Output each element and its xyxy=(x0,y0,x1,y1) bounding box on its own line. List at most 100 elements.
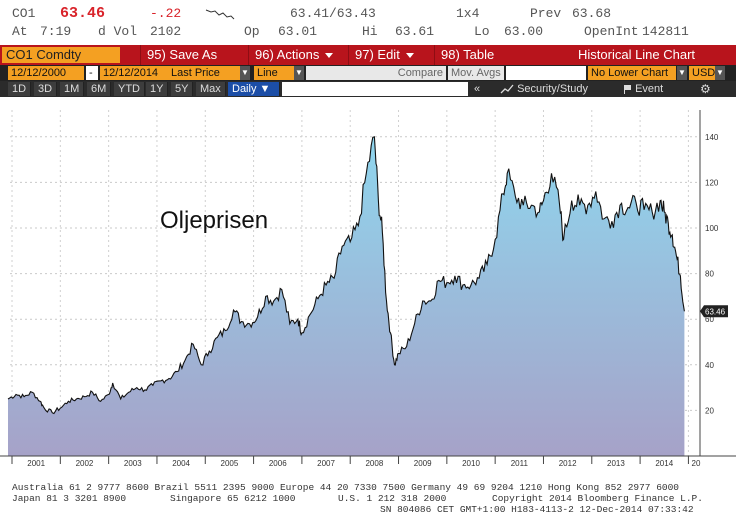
x-tick-label: 2014 xyxy=(655,459,673,467)
volume-value: 2102 xyxy=(150,24,182,39)
footer-copyright: Copyright 2014 Bloomberg Finance L.P. xyxy=(492,493,703,504)
save-as-label: 95) Save As xyxy=(147,47,218,62)
frequency-select[interactable]: Daily ▼ xyxy=(228,82,280,96)
security-input[interactable]: CO1 Comdty xyxy=(2,47,120,63)
x-tick-label: 2013 xyxy=(607,459,625,467)
x-tick-label: 2008 xyxy=(365,459,383,467)
y-tick-label: 40 xyxy=(705,361,714,370)
prev-value: 63.68 xyxy=(572,6,612,21)
ticker: CO1 xyxy=(12,6,36,21)
high-value: 63.61 xyxy=(395,24,435,39)
chart-type-dropdown-icon[interactable]: ▼ xyxy=(294,66,304,80)
x-tick-label: 2002 xyxy=(76,459,94,467)
security-study-button[interactable]: Security/Study xyxy=(500,82,588,96)
period-max[interactable]: Max xyxy=(196,82,226,96)
period-1d[interactable]: 1D xyxy=(8,82,32,96)
lower-chart-select[interactable]: No Lower Chart xyxy=(588,66,676,80)
sparkline-icon xyxy=(205,8,235,24)
event-button[interactable]: Event xyxy=(624,82,663,96)
mov-avgs-field[interactable]: Mov. Avgs xyxy=(448,66,504,80)
date-separator: - xyxy=(86,66,98,80)
chevron-down-icon xyxy=(325,53,334,59)
period-1m[interactable]: 1M xyxy=(60,82,85,96)
period-1y[interactable]: 1Y xyxy=(146,82,169,96)
lower-chart-dropdown-icon[interactable]: ▼ xyxy=(677,66,687,80)
low-value: 63.00 xyxy=(504,24,544,39)
field-dropdown-icon[interactable]: ▼ xyxy=(240,66,250,80)
footer-singapore: Singapore 65 6212 1000 xyxy=(170,493,296,504)
time-value: 7:19 xyxy=(40,24,72,39)
scroll-left-icon[interactable]: « xyxy=(474,83,481,95)
period-5y[interactable]: 5Y xyxy=(171,82,194,96)
actions-button[interactable]: 96) Actions xyxy=(248,45,342,65)
x-tick-label: 2006 xyxy=(269,459,287,467)
x-tick-label: 2005 xyxy=(221,459,239,467)
open-value: 63.01 xyxy=(278,24,318,39)
x-tick-label: 20 xyxy=(692,459,701,467)
page-title: Historical Line Chart xyxy=(578,47,696,62)
time-label: At xyxy=(12,24,28,39)
x-tick-label: 2010 xyxy=(462,459,480,467)
volume-label: d Vol xyxy=(98,24,138,39)
x-tick-label: 2004 xyxy=(172,459,190,467)
open-interest-value: 142811 xyxy=(642,24,689,39)
price-change: -.22 xyxy=(150,6,182,21)
y-axis: 20 40 60 80 100 120 140 xyxy=(699,110,719,456)
gear-icon[interactable]: ⚙ xyxy=(700,82,711,96)
period-3d[interactable]: 3D xyxy=(34,82,58,96)
field-select[interactable]: Last Price xyxy=(168,66,240,80)
open-label: Op xyxy=(244,24,260,39)
x-tick-label: 2007 xyxy=(317,459,335,467)
save-as-button[interactable]: 95) Save As xyxy=(140,45,244,65)
period-6m[interactable]: 6M xyxy=(87,82,112,96)
function-bar: CO1 Comdty 95) Save As 96) Actions 97) E… xyxy=(0,45,736,65)
table-button[interactable]: 98) Table xyxy=(434,45,514,65)
x-tick-label: 2011 xyxy=(511,459,529,467)
y-tick-label: 20 xyxy=(705,406,714,415)
prev-label: Prev xyxy=(530,6,562,21)
currency-dropdown-icon[interactable]: ▼ xyxy=(715,66,725,80)
trade-size: 1x4 xyxy=(456,6,480,21)
edit-button[interactable]: 97) Edit xyxy=(348,45,428,65)
y-tick-label: 140 xyxy=(705,133,719,142)
security-study-label: Security/Study xyxy=(517,83,588,95)
y-tick-label: 120 xyxy=(705,178,719,187)
y-tick-label: 80 xyxy=(705,270,714,279)
edit-label: 97) Edit xyxy=(355,47,400,62)
last-price-marker xyxy=(700,305,728,318)
chart-study-icon xyxy=(500,84,514,94)
start-date-input[interactable]: 12/12/2000 xyxy=(8,66,84,80)
x-axis: 2001 2002 2003 2004 2005 2006 2007 2008 2009 2010… xyxy=(0,455,736,467)
period-ytd[interactable]: YTD xyxy=(114,82,145,96)
price-line xyxy=(7,136,685,415)
last-price-label: 63.46 xyxy=(705,307,726,316)
footer-japan: Japan 81 3 3201 8900 xyxy=(12,493,127,504)
price-area xyxy=(8,136,685,457)
footer-us: U.S. 1 212 318 2000 xyxy=(338,493,447,504)
compare-field[interactable]: Compare xyxy=(306,66,446,80)
currency-select[interactable]: USD xyxy=(689,66,715,80)
blank-field[interactable] xyxy=(506,66,586,80)
bid-ask: 63.41/63.43 xyxy=(290,6,376,21)
chevron-down-icon xyxy=(405,53,414,59)
x-tick-label: 2012 xyxy=(559,459,577,467)
chart-title: Oljeprisen xyxy=(160,207,268,234)
table-label: 98) Table xyxy=(441,47,495,62)
parameter-bar: 12/12/2000 - 12/12/2014 Last Price ▼ Lin… xyxy=(0,65,736,81)
end-date-input[interactable]: 12/12/2014 xyxy=(100,66,168,80)
last-price-tag: 63.46 xyxy=(700,305,728,318)
y-tick-label: 100 xyxy=(705,224,719,233)
x-tick-label: 2001 xyxy=(27,459,45,467)
last-price: 63.46 xyxy=(60,5,106,22)
quote-header: CO1 63.46 -.22 63.41/63.43 1x4 Prev 63.6… xyxy=(0,0,736,44)
event-label: Event xyxy=(635,83,664,95)
blank-input[interactable] xyxy=(282,82,468,96)
period-bar: 1D 3D 1M 6M YTD 1Y 5Y Max Daily ▼ « Secu… xyxy=(0,81,736,97)
x-tick-label: 2009 xyxy=(414,459,432,467)
actions-label: 96) Actions xyxy=(255,47,320,62)
flag-icon xyxy=(624,84,632,94)
chart-type-select[interactable]: Line xyxy=(254,66,294,80)
y-tick-label: 60 xyxy=(705,315,714,324)
footer-line-1: Australia 61 2 9777 8600 Brazil 5511 239… xyxy=(12,482,680,493)
